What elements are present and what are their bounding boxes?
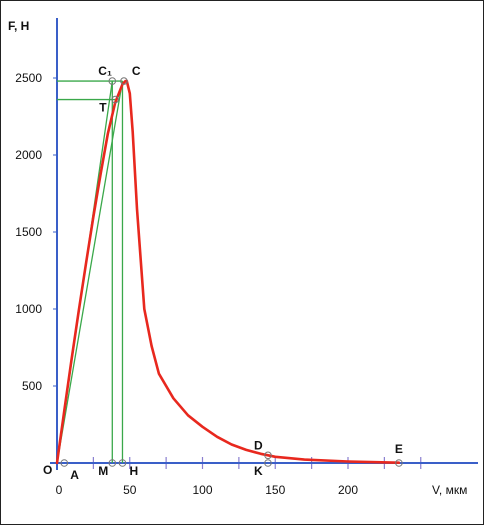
point-marker-E xyxy=(395,459,403,467)
y-tick-label-1000: 1000 xyxy=(15,302,42,316)
y-tick-label-500: 500 xyxy=(22,379,42,393)
point-label-K: K xyxy=(254,464,263,478)
point-markers xyxy=(60,77,403,467)
point-marker-A xyxy=(60,459,69,467)
point-label-D: D xyxy=(254,438,263,452)
y-tick-label-2500: 2500 xyxy=(15,71,42,85)
x-tick-label-100: 100 xyxy=(192,483,212,497)
point-marker-K xyxy=(264,459,272,467)
point-marker-C xyxy=(120,77,128,85)
y-tick-label-1500: 1500 xyxy=(15,225,42,239)
series-group xyxy=(55,79,401,465)
x-tick-label-0: 0 xyxy=(56,483,63,497)
x-tick-label-50: 50 xyxy=(123,483,137,497)
point-label-E: E xyxy=(395,442,403,456)
point-label-T: T xyxy=(99,101,107,115)
point-label-M: M xyxy=(98,464,108,478)
series-line-0 xyxy=(55,79,401,465)
chart-labels: 0 50 100 150 200 500 1000 1500 2000 2500 F, Н V, мк… xyxy=(8,19,467,497)
point-marker-C₁ xyxy=(108,77,117,85)
point-label-H: H xyxy=(129,464,138,478)
point-label-C₁: C₁ xyxy=(98,64,112,78)
x-tick-label-150: 150 xyxy=(265,483,285,497)
x-axis-title: V, мкм xyxy=(432,483,467,497)
point-marker-T xyxy=(111,95,119,104)
x-tick-label-200: 200 xyxy=(338,483,358,497)
y-axis-title: F, Н xyxy=(8,19,29,33)
oblique-line-1 xyxy=(56,80,124,464)
axes xyxy=(50,18,478,470)
point-label-C: C xyxy=(132,64,141,78)
point-marker-M xyxy=(108,459,117,467)
construction-lines xyxy=(56,80,124,464)
origin-label: O xyxy=(43,463,52,477)
point-marker-D xyxy=(264,451,272,460)
point-marker-H xyxy=(118,459,127,467)
y-tick-label-2000: 2000 xyxy=(15,148,42,162)
point-label-A: A xyxy=(70,468,79,482)
